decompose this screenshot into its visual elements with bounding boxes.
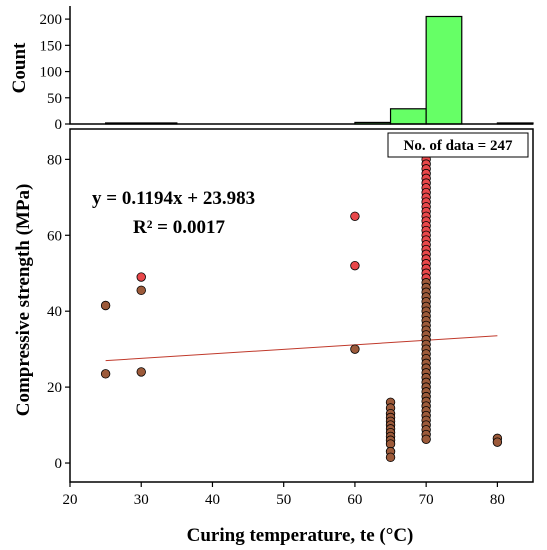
data-point (100, 300, 111, 311)
y-tick-label: 80 (47, 152, 62, 168)
histogram-panel: 0 50 100 150 200 (40, 6, 534, 133)
regression-equation: y = 0.1194x + 23.983 (92, 188, 255, 209)
regression-line (105, 335, 498, 362)
histogram-y-tick-label: 100 (40, 65, 63, 81)
y-tick-label: 40 (47, 304, 62, 320)
y-tick-label: 0 (55, 456, 63, 472)
x-tick-label: 30 (134, 492, 149, 508)
x-tick-label: 20 (63, 492, 78, 508)
histogram-axes (69, 6, 533, 125)
scatter-y-axis-label: Compressive strength (MPa) (13, 184, 34, 417)
data-point (350, 211, 360, 222)
data-point (350, 344, 360, 354)
x-tick-label: 50 (276, 492, 291, 508)
data-point (136, 367, 146, 377)
y-tick-label: 60 (47, 228, 62, 244)
data-point (385, 452, 396, 463)
histogram-y-tick-label: 150 (40, 38, 63, 54)
histogram-bar (389, 108, 427, 125)
histogram-y-tick-label: 0 (55, 117, 63, 133)
data-point (136, 272, 146, 282)
data-count-box: No. of data = 247 (387, 132, 529, 158)
scatter-panel: 20 30 40 50 60 70 80 0 20 40 60 80 (47, 128, 534, 508)
x-tick-label: 80 (490, 492, 505, 508)
histogram-bar (425, 15, 463, 125)
scatter-frame (69, 128, 534, 483)
x-tick-label: 70 (419, 492, 434, 508)
data-point (492, 437, 503, 447)
data-point (136, 285, 146, 296)
data-point (421, 434, 431, 444)
scatter-x-axis-label: Curing temperature, te (°C) (187, 525, 414, 546)
x-tick-label: 60 (347, 492, 362, 508)
data-point (350, 260, 360, 271)
data-count-label: No. of data = 247 (404, 138, 513, 154)
data-point (100, 369, 111, 379)
regression-r2: R² = 0.0017 (133, 217, 225, 238)
histogram-y-axis-label: Count (9, 42, 30, 93)
histogram-y-tick-label: 50 (47, 91, 62, 107)
y-tick-label: 20 (47, 380, 62, 396)
x-tick-label: 40 (205, 492, 220, 508)
histogram-y-tick-label: 200 (40, 12, 63, 28)
